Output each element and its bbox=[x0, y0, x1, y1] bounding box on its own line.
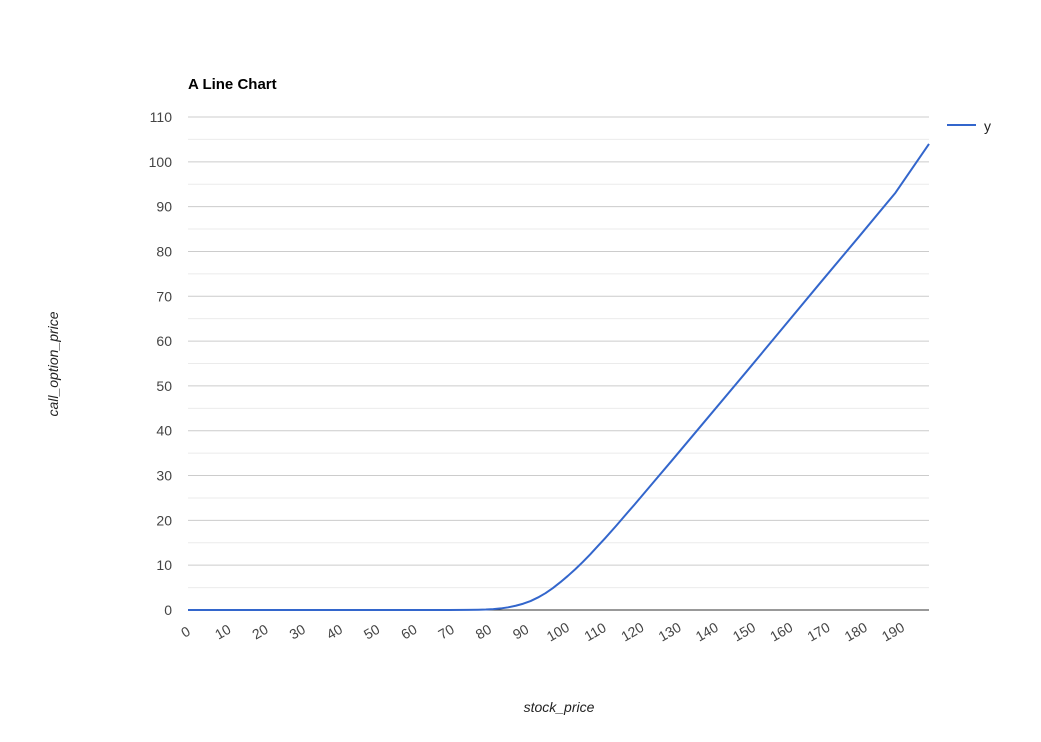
minor-gridlines bbox=[188, 138, 929, 589]
y-tick-label: 10 bbox=[156, 557, 172, 573]
y-tick-label: 50 bbox=[156, 378, 172, 394]
x-axis-label: stock_price bbox=[524, 699, 595, 715]
y-tick-label: 110 bbox=[150, 109, 173, 125]
chart-title: A Line Chart bbox=[188, 76, 277, 93]
legend-label-y: y bbox=[984, 118, 991, 134]
x-tick-label: 30 bbox=[286, 621, 308, 643]
y-tick-label: 0 bbox=[164, 602, 172, 618]
major-gridlines bbox=[188, 116, 929, 566]
x-tick-label: 140 bbox=[693, 619, 721, 645]
x-tick-label: 190 bbox=[879, 619, 907, 645]
y-tick-label: 30 bbox=[156, 468, 172, 484]
x-tick-label: 170 bbox=[804, 619, 832, 645]
x-tick-label: 0 bbox=[178, 623, 193, 641]
y-axis-label: call_option_price bbox=[45, 311, 61, 416]
x-tick-label: 40 bbox=[324, 621, 346, 643]
y-tick-label: 100 bbox=[149, 154, 173, 170]
series-group bbox=[188, 143, 930, 611]
y-tick-label: 70 bbox=[156, 288, 172, 304]
y-tick-label: 60 bbox=[156, 333, 172, 349]
x-tick-label: 60 bbox=[398, 621, 420, 643]
x-tick-label: 100 bbox=[544, 619, 572, 645]
y-tick-label: 40 bbox=[156, 423, 172, 439]
x-tick-label: 90 bbox=[510, 621, 532, 643]
x-tick-label: 50 bbox=[361, 621, 383, 643]
y-tick-label: 20 bbox=[156, 512, 172, 528]
x-tick-label: 70 bbox=[435, 621, 457, 643]
y-tick-label: 80 bbox=[156, 243, 172, 259]
x-tick-label: 180 bbox=[842, 619, 870, 645]
x-tick-label: 150 bbox=[730, 619, 758, 645]
legend: y bbox=[947, 118, 991, 134]
x-tick-label: 160 bbox=[767, 619, 795, 645]
x-tick-label: 80 bbox=[473, 621, 495, 643]
y-tick-label: 90 bbox=[156, 199, 172, 215]
x-tick-label: 110 bbox=[581, 619, 609, 644]
x-tick-label: 20 bbox=[249, 621, 271, 643]
x-axis-ticks: 0 10 20 30 40 50 60 70 80 90 100 110 120 130 140 150 160… bbox=[178, 619, 907, 645]
y-axis-ticks: 0 10 20 30 40 50 60 70 80 90 100 110 bbox=[149, 109, 173, 618]
x-tick-label: 10 bbox=[212, 621, 234, 643]
x-tick-label: 130 bbox=[655, 619, 683, 645]
series-line-y bbox=[188, 143, 930, 611]
x-tick-label: 120 bbox=[618, 619, 646, 645]
